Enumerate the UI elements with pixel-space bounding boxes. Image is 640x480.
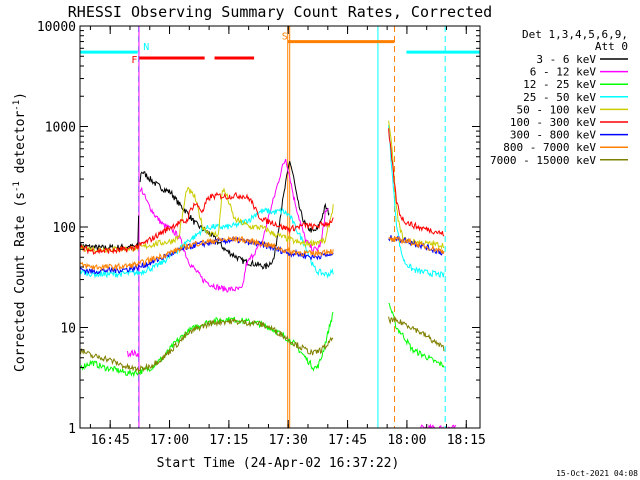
y-axis-label-mid: detector <box>13 111 28 182</box>
y-axis-label-end: ) <box>13 92 28 100</box>
legend-label-6: 300 - 800 keV <box>510 129 596 142</box>
chart-title: RHESSI Observing Summary Count Rates, Co… <box>68 3 492 21</box>
event-bar-label-N: N <box>143 42 149 53</box>
legend-label-3: 25 - 50 keV <box>523 91 596 104</box>
event-bar-label-F: F <box>131 55 137 66</box>
y-axis-label-exp1: -1 <box>12 181 22 192</box>
legend-label-8: 7000 - 15000 keV <box>490 154 596 167</box>
x-tick-label-0: 16:45 <box>91 433 130 448</box>
y-axis-label-exp2: -1 <box>12 100 22 111</box>
x-tick-label-6: 18:15 <box>447 433 486 448</box>
legend-label-7: 800 - 7000 keV <box>503 141 596 154</box>
legend-label-0: 3 - 6 keV <box>536 53 596 66</box>
event-bar-label-S: S <box>282 32 288 43</box>
x-axis-label: Start Time (24-Apr-02 16:37:22) <box>157 456 400 471</box>
x-tick-label-3: 17:30 <box>269 433 308 448</box>
y-tick-label-2: 100 <box>53 221 76 236</box>
x-tick-label-5: 18:00 <box>387 433 426 448</box>
series-line-8 <box>80 316 445 374</box>
legend-label-5: 100 - 300 keV <box>510 116 596 129</box>
y-tick-label-4: 10000 <box>37 20 76 35</box>
legend-label-1: 6 - 12 keV <box>530 66 597 79</box>
x-tick-label-1: 17:00 <box>150 433 189 448</box>
plot-area <box>80 26 480 428</box>
legend-label-2: 12 - 25 keV <box>523 78 596 91</box>
y-axis-label: Corrected Count Rate (s-1 detector-1) <box>12 92 28 372</box>
y-tick-label-3: 1000 <box>45 121 76 136</box>
y-axis-label-main: Corrected Count Rate (s <box>13 192 28 372</box>
timestamp: 15-Oct-2021 04:08 <box>556 469 638 478</box>
x-tick-label-2: 17:15 <box>209 433 248 448</box>
legend-header-1: Att 0 <box>595 40 628 53</box>
legend-header-0: Det 1,3,4,5,6,9, <box>522 28 628 41</box>
y-tick-label-0: 1 <box>68 422 76 437</box>
x-tick-label-4: 17:45 <box>328 433 367 448</box>
legend-label-4: 50 - 100 keV <box>517 103 597 116</box>
y-tick-label-1: 10 <box>60 322 76 337</box>
series-line-5 <box>80 128 445 256</box>
series-line-7 <box>80 235 445 272</box>
